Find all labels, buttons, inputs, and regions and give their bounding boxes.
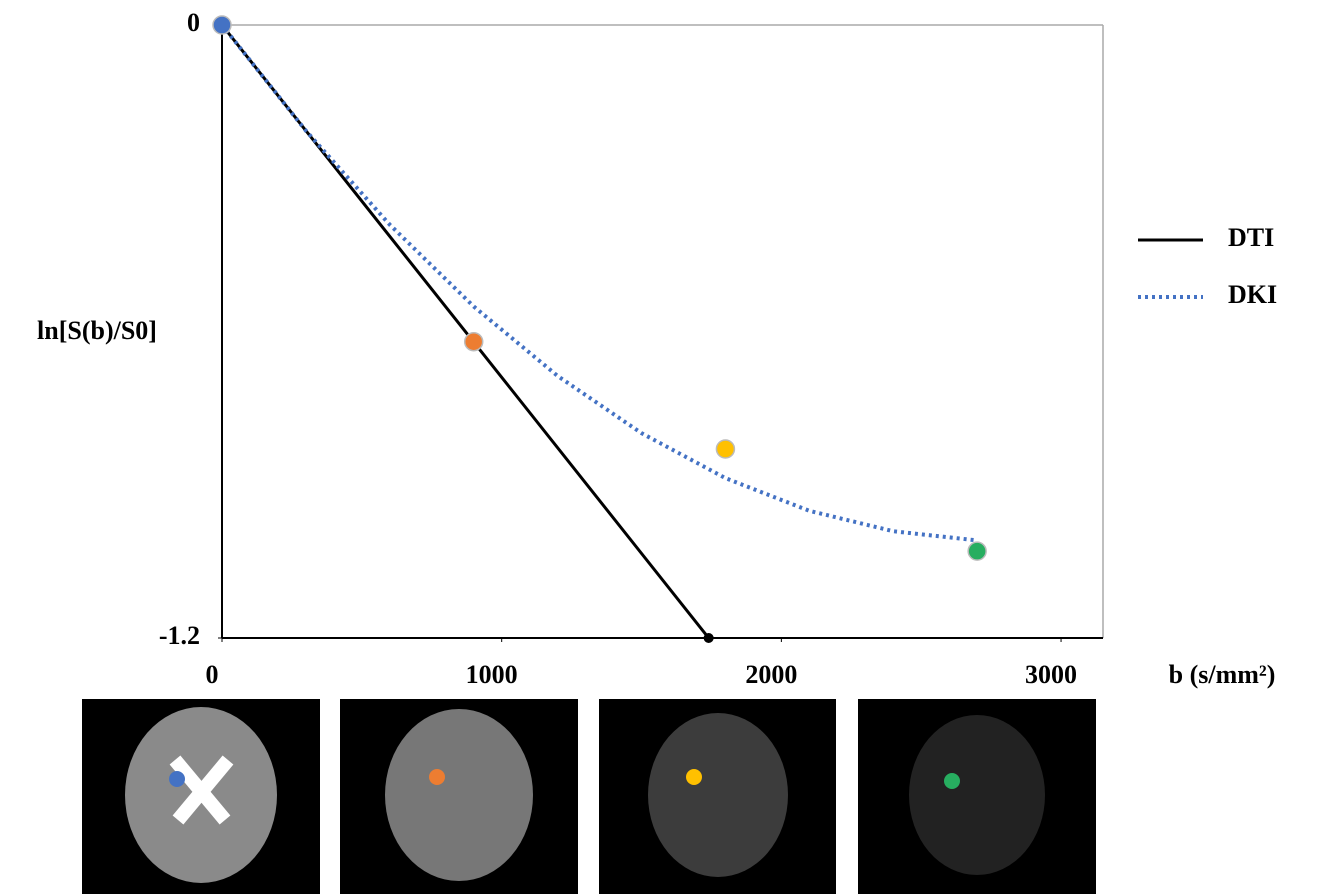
- y-axis-label: ln[S(b)/S0]: [37, 316, 157, 345]
- line-vertex: [704, 633, 714, 643]
- data-point: [213, 16, 231, 34]
- data-point: [968, 542, 986, 560]
- mri-images: [82, 699, 1096, 894]
- figure: ln[S(b)/S0] b (s/mm²) 0-1.20100020003000…: [0, 0, 1344, 894]
- series-line: [222, 25, 977, 540]
- image-roi: [944, 773, 960, 789]
- x-axis-label: b (s/mm²): [1169, 660, 1276, 689]
- x-tick-label: 3000: [1025, 660, 1077, 689]
- y-tick-label: 0: [187, 8, 200, 37]
- legend-label: DKI: [1228, 280, 1277, 309]
- x-tick-label: 2000: [745, 660, 797, 689]
- brain: [385, 709, 533, 881]
- brain: [909, 715, 1045, 875]
- data-point: [465, 333, 483, 351]
- image-roi: [429, 769, 445, 785]
- series-line: [222, 25, 709, 638]
- image-roi: [169, 771, 185, 787]
- brain: [648, 713, 788, 877]
- y-tick-label: -1.2: [159, 621, 200, 650]
- data-point: [716, 440, 734, 458]
- x-tick-label: 0: [206, 660, 219, 689]
- image-roi: [686, 769, 702, 785]
- x-tick-label: 1000: [466, 660, 518, 689]
- legend-label: DTI: [1228, 223, 1274, 252]
